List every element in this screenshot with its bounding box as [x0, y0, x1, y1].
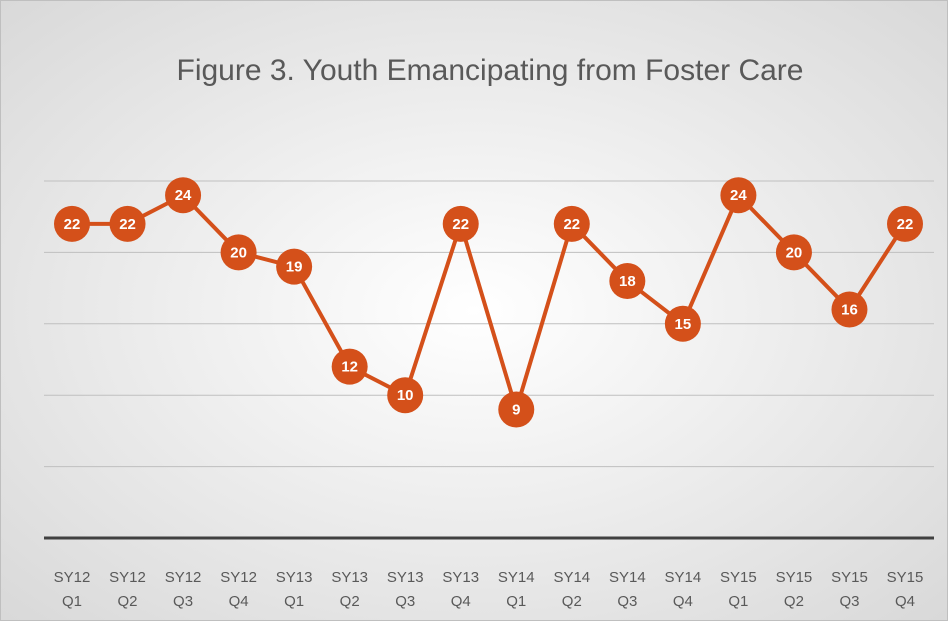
data-point — [276, 248, 313, 285]
x-tick-label: SY15 — [776, 569, 813, 586]
x-tick-label: SY15 — [720, 569, 757, 586]
x-tick-label: Q3 — [173, 593, 193, 610]
data-label: 22 — [64, 216, 81, 233]
data-point — [109, 205, 146, 242]
x-tick-label: SY14 — [553, 569, 590, 586]
x-tick-label: SY13 — [442, 569, 479, 586]
data-point — [720, 177, 757, 214]
x-tick-label: Q2 — [784, 593, 804, 610]
x-tick-label: Q4 — [673, 593, 693, 610]
data-point — [775, 234, 812, 271]
x-tick-label: SY13 — [276, 569, 313, 586]
data-point — [831, 291, 868, 328]
x-tick-label: SY12 — [165, 569, 202, 586]
data-line — [72, 191, 907, 417]
data-label: 22 — [119, 216, 136, 233]
data-point — [442, 205, 479, 242]
data-point — [54, 205, 90, 242]
x-tick-label: Q1 — [506, 593, 526, 610]
x-tick-label: Q3 — [839, 593, 859, 610]
data-label: 16 — [841, 301, 858, 318]
data-point — [498, 391, 535, 428]
x-tick-label: Q4 — [895, 593, 915, 610]
x-tick-label: SY15 — [831, 569, 868, 586]
chart-title: Figure 3. Youth Emancipating from Foster… — [177, 54, 804, 87]
x-tick-label: SY13 — [387, 569, 424, 586]
x-tick-label: Q2 — [340, 593, 360, 610]
data-point — [887, 205, 923, 242]
data-label: 24 — [730, 187, 747, 204]
data-point — [165, 177, 202, 214]
x-tick-label: Q3 — [617, 593, 637, 610]
data-label: 12 — [341, 359, 358, 376]
data-label: 15 — [675, 316, 692, 333]
data-label: 22 — [563, 216, 580, 233]
x-tick-label: Q4 — [451, 593, 471, 610]
data-point — [664, 305, 701, 342]
x-tick-label: SY15 — [887, 569, 924, 586]
x-tick-label: SY12 — [220, 569, 257, 586]
data-point — [220, 234, 257, 271]
data-label: 22 — [897, 216, 914, 233]
data-label: 10 — [397, 387, 414, 404]
x-tick-label: SY14 — [609, 569, 646, 586]
x-tick-label: Q2 — [118, 593, 138, 610]
data-label: 18 — [619, 273, 636, 290]
x-tick-label: SY12 — [109, 569, 146, 586]
data-label: 20 — [786, 244, 803, 261]
data-label: 20 — [230, 244, 247, 261]
x-tick-label: Q1 — [62, 593, 82, 610]
data-point — [387, 377, 424, 414]
x-tick-label: Q3 — [395, 593, 415, 610]
data-label: 24 — [175, 187, 192, 204]
x-tick-label: Q4 — [229, 593, 249, 610]
data-label: 9 — [512, 401, 520, 418]
data-point — [609, 262, 646, 299]
data-point — [553, 205, 590, 242]
x-tick-label: Q2 — [562, 593, 582, 610]
x-tick-label: SY13 — [331, 569, 368, 586]
x-tick-label: SY12 — [54, 569, 91, 586]
x-tick-label: Q1 — [284, 593, 304, 610]
data-label: 22 — [452, 216, 469, 233]
x-tick-label: Q1 — [728, 593, 748, 610]
data-point — [331, 348, 368, 385]
data-label: 19 — [286, 259, 303, 276]
x-tick-label: SY14 — [498, 569, 535, 586]
x-tick-label: SY14 — [665, 569, 702, 586]
